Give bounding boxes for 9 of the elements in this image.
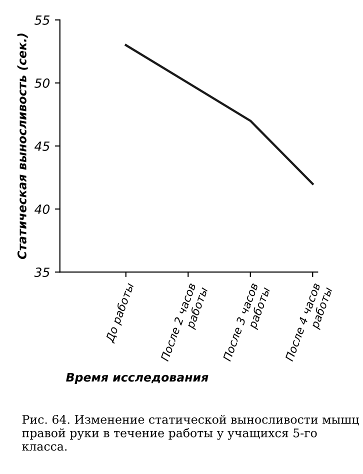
y-tick-label: 40 — [34, 204, 50, 214]
y-axis-title: Статическая выносливость (сек.) — [17, 34, 28, 260]
y-tick-label: 35 — [34, 268, 50, 278]
text: Рис. 64. Изменение статической выносливости мышц правой руки в течение работы у учащихся 5-го класса. — [22, 414, 359, 451]
y-tick-label: 45 — [34, 142, 50, 151]
x-axis-title: Время исследования — [66, 372, 208, 384]
y-tick-label: 55 — [34, 16, 50, 25]
y-tick-label: 50 — [34, 78, 50, 88]
line-series — [124, 44, 314, 185]
